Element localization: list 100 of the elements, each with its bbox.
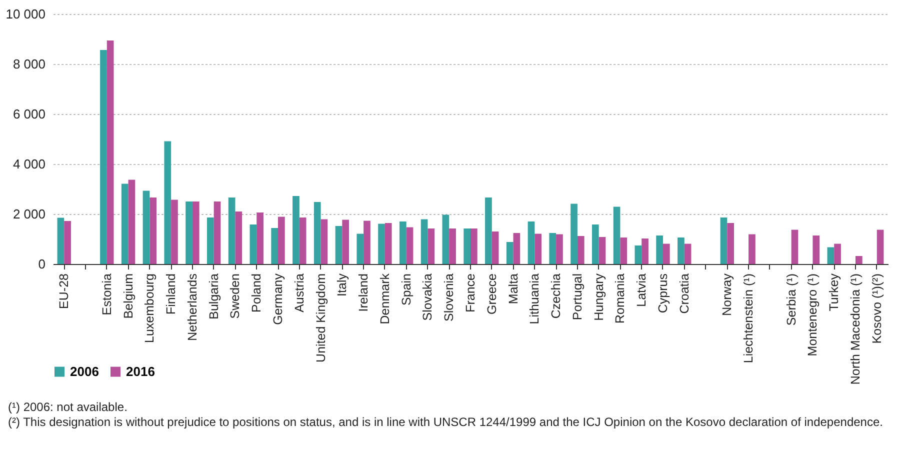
bar	[720, 218, 728, 264]
y-tick-label: 0	[38, 256, 46, 272]
bar	[128, 180, 136, 264]
x-tick-label: Italy	[335, 272, 350, 296]
bar	[442, 214, 450, 264]
x-tick-label: Serbia (¹)	[784, 274, 798, 326]
y-tick-label: 6 000	[12, 106, 46, 122]
bar	[256, 212, 264, 264]
x-tick-label: Lithuania	[528, 273, 542, 324]
bar	[150, 198, 157, 264]
y-tick-label: 10 000	[6, 6, 46, 22]
x-tick-label: Finland	[164, 273, 178, 314]
bar	[549, 233, 556, 264]
bar	[399, 222, 406, 264]
bar	[470, 228, 478, 264]
x-tick-label: Slovakia	[420, 273, 435, 321]
bar	[228, 198, 236, 264]
bar	[534, 234, 542, 264]
bar	[206, 218, 214, 264]
bar	[678, 238, 684, 264]
bar	[271, 228, 278, 264]
bar	[278, 216, 285, 264]
bar	[642, 238, 648, 264]
x-tick-label: Latvia	[634, 273, 649, 307]
bar	[727, 223, 734, 264]
bar	[620, 238, 628, 264]
bar	[292, 196, 300, 264]
bar	[662, 244, 670, 264]
bar	[855, 256, 862, 264]
bar	[64, 221, 71, 264]
x-tick-label: Montenegro (¹)	[806, 274, 820, 356]
bar	[528, 222, 535, 264]
bar	[364, 220, 370, 264]
bar	[335, 226, 342, 264]
x-tick-label: Romania	[613, 273, 628, 324]
legend-label: 2006	[70, 364, 99, 379]
bar	[485, 198, 492, 264]
x-tick-label: Estonia	[100, 273, 114, 316]
x-tick-label: Bulgaria	[206, 273, 221, 320]
bar	[164, 141, 172, 264]
x-tick-label: Greece	[484, 273, 499, 314]
bar	[250, 224, 257, 264]
bar	[613, 206, 620, 264]
x-tick-label: Germany	[271, 272, 286, 325]
bar	[384, 223, 392, 264]
bar	[235, 212, 242, 264]
x-tick-label: Czechia	[549, 273, 564, 319]
y-tick-label: 8 000	[12, 56, 46, 72]
bar	[106, 40, 114, 264]
x-tick-label: Spain	[399, 273, 414, 306]
x-tick-label: North Macedonia (¹)	[848, 274, 862, 385]
bar	[406, 227, 414, 264]
bar	[791, 230, 798, 264]
x-tick-label: Ireland	[356, 273, 371, 312]
bar	[876, 230, 884, 264]
x-tick-label: Portugal	[570, 274, 584, 320]
x-tick-label: Norway	[720, 272, 734, 316]
bar	[513, 233, 520, 264]
bar	[420, 219, 428, 264]
bar	[378, 224, 385, 264]
bar	[634, 246, 642, 264]
bar	[171, 200, 178, 264]
bar	[142, 190, 150, 264]
x-tick-label: Croatia	[677, 273, 692, 314]
bar	[592, 224, 599, 264]
bar	[506, 242, 514, 264]
bar	[214, 202, 221, 264]
bar	[121, 184, 128, 264]
bar	[320, 219, 328, 264]
x-tick-label: Kosovo (¹)(²)	[870, 274, 884, 344]
x-tick-label: Belgium	[121, 274, 136, 319]
bar	[598, 237, 606, 264]
x-tick-label: Cyprus	[656, 274, 670, 314]
bar	[192, 202, 200, 264]
bar	[314, 202, 321, 264]
bar	[356, 234, 364, 264]
x-tick-label: France	[464, 273, 478, 312]
bar	[342, 220, 350, 264]
bar	[812, 236, 820, 264]
bar	[577, 236, 584, 264]
bar	[570, 204, 578, 264]
x-tick-label: Sweden	[228, 273, 242, 319]
bar	[299, 218, 306, 264]
bar	[748, 234, 756, 264]
bar	[827, 247, 834, 264]
bar	[656, 236, 663, 264]
bar	[449, 228, 456, 264]
x-tick-label: Poland	[250, 273, 264, 312]
bar	[464, 228, 470, 264]
x-tick-label: United Kingdom	[314, 274, 328, 362]
x-tick-label: Austria	[292, 273, 306, 312]
x-tick-label: Malta	[506, 273, 520, 304]
bar	[57, 218, 64, 264]
x-tick-label: Slovenia	[442, 273, 456, 322]
legend-label: 2016	[126, 364, 155, 379]
bar	[492, 232, 499, 264]
y-tick-label: 4 000	[12, 156, 46, 172]
bar	[684, 244, 692, 264]
text: (¹) 2006: not available.	[8, 400, 128, 415]
y-tick-label: 2 000	[12, 206, 46, 222]
